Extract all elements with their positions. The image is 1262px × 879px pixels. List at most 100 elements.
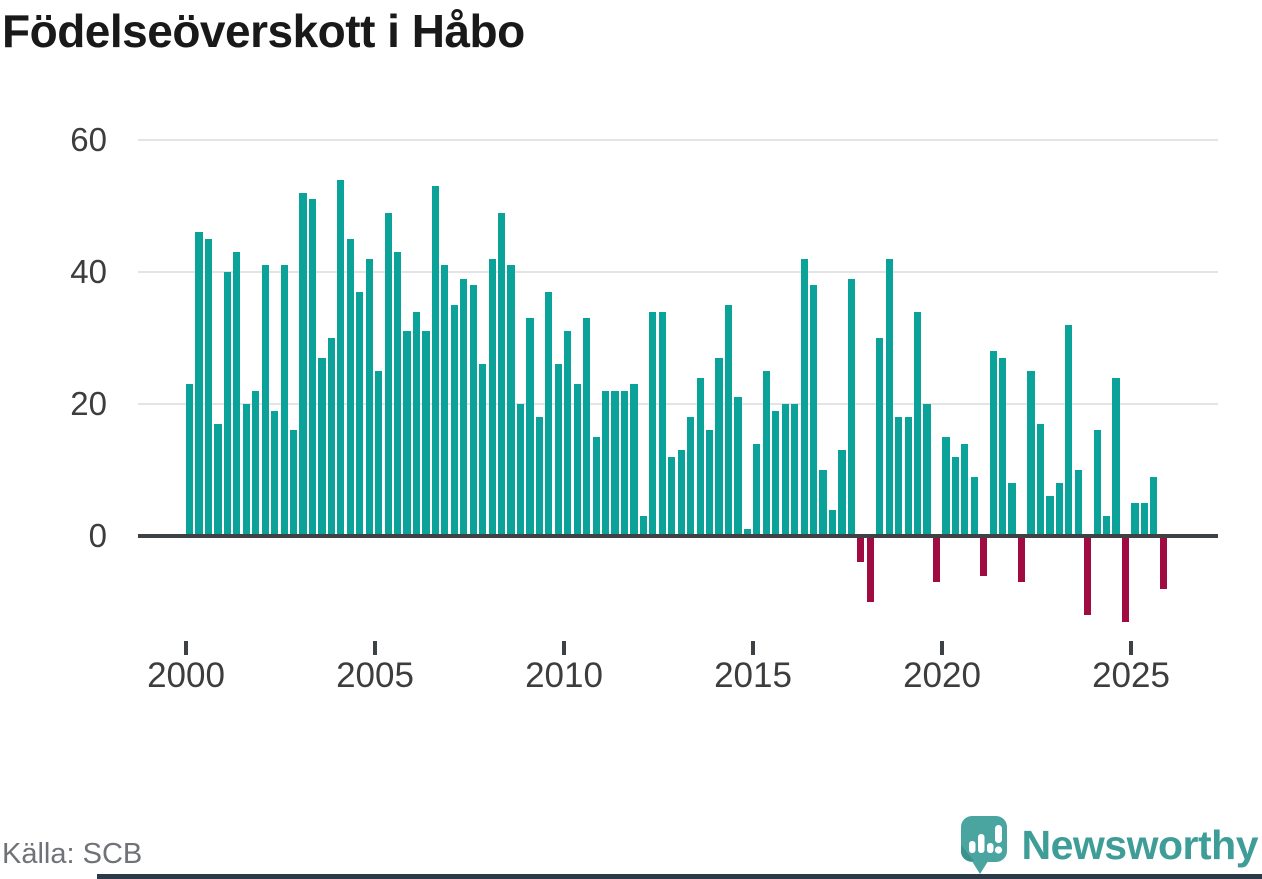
bar-positive	[308, 199, 317, 536]
bar-positive	[318, 357, 326, 536]
bar-positive	[441, 265, 449, 536]
bar-positive	[961, 443, 969, 536]
bar-negative	[1121, 536, 1130, 622]
newsworthy-wordmark: Newsworthy	[1021, 821, 1259, 868]
bar-positive	[668, 456, 676, 536]
bar-positive	[847, 278, 855, 536]
bar-positive	[838, 450, 846, 536]
bar-positive	[289, 430, 298, 536]
bar-positive	[403, 331, 411, 536]
bar-positive	[365, 258, 373, 536]
bar-positive	[469, 285, 477, 536]
bar-positive	[913, 311, 922, 536]
bar-positive	[592, 437, 600, 536]
bar-positive	[819, 470, 827, 536]
bottom-strip	[97, 874, 1262, 879]
bar-positive	[460, 278, 468, 536]
bar-positive	[904, 417, 912, 536]
bar-positive	[583, 318, 591, 536]
bar-positive	[611, 390, 619, 536]
source-note: Källa: SCB	[2, 838, 143, 870]
x-axis-tick	[751, 641, 755, 655]
x-axis-label: 2010	[525, 656, 603, 695]
bar-positive	[497, 212, 506, 536]
gridline	[138, 271, 1218, 273]
bar-positive	[951, 456, 959, 536]
bar-positive	[724, 305, 733, 536]
newsworthy-logo: Newsworthy	[960, 812, 1259, 878]
bar-positive	[431, 186, 439, 536]
bar-positive	[1036, 423, 1045, 536]
bar-positive	[1093, 430, 1101, 536]
bar-positive	[375, 371, 383, 536]
bar-positive	[800, 258, 808, 536]
bar-positive	[271, 410, 279, 536]
bar-positive	[261, 265, 269, 536]
bar-positive	[809, 285, 818, 536]
bar-positive	[488, 258, 496, 536]
bar-positive	[337, 179, 345, 536]
bar-positive	[564, 331, 572, 536]
bar-negative	[866, 536, 874, 602]
bar-positive	[649, 311, 657, 536]
bar-positive	[479, 364, 487, 536]
bar-positive	[507, 265, 515, 536]
bar-positive	[923, 404, 931, 536]
bar-positive	[422, 331, 430, 536]
y-axis-label: 40	[70, 253, 107, 290]
bar-positive	[762, 371, 770, 536]
bar-positive	[876, 338, 884, 536]
bar-positive	[299, 192, 307, 536]
bar-positive	[895, 417, 903, 536]
bar-negative	[932, 536, 941, 583]
bar-positive	[356, 291, 364, 536]
y-axis-label: 60	[70, 121, 107, 158]
bar-positive	[970, 476, 978, 536]
bar-positive	[658, 311, 666, 536]
bar-negative	[1084, 536, 1092, 616]
newsworthy-chart-bubble-icon	[960, 816, 1007, 874]
x-axis-label: 2025	[1092, 656, 1170, 695]
bar-positive	[393, 252, 402, 536]
x-axis-label: 2000	[147, 656, 225, 695]
bar-positive	[1065, 324, 1073, 536]
bar-positive	[1112, 377, 1120, 536]
bar-positive	[791, 404, 799, 536]
bar-positive	[1150, 476, 1158, 536]
bar-positive	[346, 239, 354, 536]
bar-positive	[620, 390, 629, 536]
bar-positive	[526, 318, 534, 536]
bar-positive	[696, 377, 704, 536]
bar-positive	[601, 390, 610, 536]
bar-negative	[1017, 536, 1026, 583]
bar-positive	[781, 404, 789, 536]
zero-axis-line	[138, 534, 1218, 538]
bar-positive	[545, 291, 553, 536]
bar-positive	[412, 311, 421, 536]
bar-positive	[242, 404, 250, 536]
bar-positive	[1008, 483, 1016, 536]
bar-positive	[450, 305, 458, 536]
y-axis-label: 20	[70, 385, 107, 422]
bar-negative	[980, 536, 988, 576]
x-axis-label: 2015	[714, 656, 792, 695]
bar-positive	[989, 351, 997, 536]
bar-positive	[1074, 470, 1082, 536]
bar-positive	[1055, 483, 1063, 536]
chart-title: Födelseöverskott i Håbo	[2, 5, 525, 57]
x-axis-tick	[184, 641, 188, 655]
bar-positive	[705, 430, 714, 536]
x-axis-tick	[562, 641, 566, 655]
bar-positive	[1103, 516, 1111, 536]
bar-positive	[280, 265, 288, 536]
bar-positive	[715, 357, 723, 536]
bar-positive	[252, 390, 260, 536]
bar-positive	[516, 404, 525, 536]
bar-positive	[384, 212, 392, 536]
bar-positive	[687, 417, 695, 536]
bar-positive	[554, 364, 562, 536]
bar-positive	[639, 516, 647, 536]
bar-positive	[753, 443, 761, 536]
bar-positive	[885, 258, 893, 536]
